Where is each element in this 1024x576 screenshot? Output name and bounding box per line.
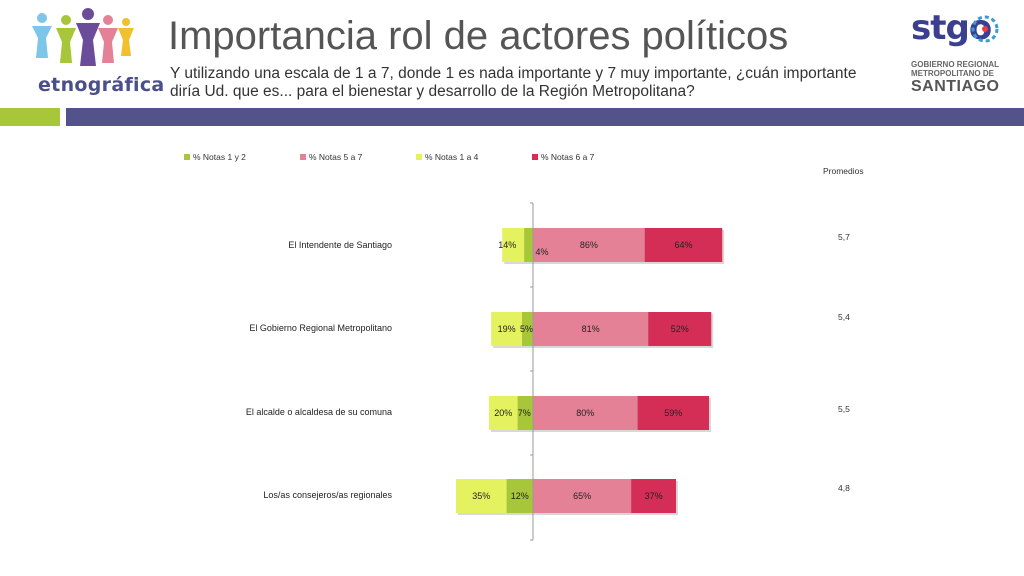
legend-item-notas-1-2: % Notas 1 y 2 <box>184 152 246 162</box>
etnografica-logo <box>22 8 152 103</box>
category-label: El Gobierno Regional Metropolitano <box>249 323 392 333</box>
brand-right-subtitle: GOBIERNO REGIONAL METROPOLITANO DE <box>911 60 999 78</box>
legend-swatch <box>300 154 306 160</box>
data-label-notas-1-2: 5% <box>520 324 533 334</box>
data-label-notas-1-2: 7% <box>518 408 531 418</box>
bar-notas-1-2 <box>517 396 533 430</box>
legend-item-notas-5-7: % Notas 5 a 7 <box>300 152 362 162</box>
legend-label: % Notas 1 y 2 <box>193 152 246 162</box>
header-band <box>66 108 1024 126</box>
average-value: 4,8 <box>838 483 850 493</box>
average-value: 5,7 <box>838 232 850 242</box>
data-label-notas-5-7: 80% <box>576 408 594 418</box>
legend-swatch <box>184 154 190 160</box>
data-label-notas-1-4: 14% <box>498 240 516 250</box>
bar-notas-6-7 <box>631 479 676 513</box>
brand-right-name: stgo <box>911 8 992 48</box>
average-value: 5,4 <box>838 312 850 322</box>
page-subtitle: Y utilizando una escala de 1 a 7, donde … <box>170 65 857 100</box>
data-label-notas-1-2: 12% <box>511 491 529 501</box>
legend-swatch <box>416 154 422 160</box>
star-ring-icon <box>971 15 999 43</box>
bar-notas-1-2 <box>506 479 533 513</box>
category-label: El alcalde o alcaldesa de su comuna <box>245 407 392 417</box>
category-label: El Intendente de Santiago <box>288 240 392 250</box>
data-label-notas-6-7: 59% <box>664 408 682 418</box>
legend-item-notas-1-4: % Notas 1 a 4 <box>416 152 478 162</box>
people-figures-icon <box>32 8 134 66</box>
data-label-notas-5-7: 81% <box>582 324 600 334</box>
data-label-notas-5-7: 86% <box>580 240 598 250</box>
bar-notas-6-7 <box>637 396 709 430</box>
brand-left-name: etnográfica <box>38 74 165 96</box>
data-label-notas-6-7: 64% <box>674 240 692 250</box>
bar-notas-6-7 <box>648 312 712 346</box>
header-accent-bar <box>0 108 60 126</box>
legend-label: % Notas 5 a 7 <box>309 152 363 162</box>
data-label-notas-1-4: 35% <box>472 491 490 501</box>
bar-notas-1-2 <box>524 228 533 262</box>
category-label: Los/as consejeros/as regionales <box>263 490 392 500</box>
page-title: Importancia rol de actores políticos <box>168 14 789 58</box>
bar-notas-6-7 <box>644 228 723 262</box>
brand-right-city: SANTIAGO <box>911 78 1000 95</box>
legend-item-notas-6-7: % Notas 6 a 7 <box>532 152 594 162</box>
data-label-notas-1-2: 4% <box>535 247 548 257</box>
bar-notas-1-2 <box>522 312 533 346</box>
averages-title: Promedios <box>823 166 864 176</box>
legend-label: % Notas 1 a 4 <box>425 152 479 162</box>
legend-label: % Notas 6 a 7 <box>541 152 595 162</box>
average-value: 5,5 <box>838 404 850 414</box>
data-label-notas-5-7: 65% <box>573 491 591 501</box>
data-label-notas-1-4: 20% <box>494 408 512 418</box>
data-label-notas-6-7: 52% <box>671 324 689 334</box>
data-label-notas-1-4: 19% <box>498 324 516 334</box>
legend-swatch <box>532 154 538 160</box>
data-label-notas-6-7: 37% <box>645 491 663 501</box>
